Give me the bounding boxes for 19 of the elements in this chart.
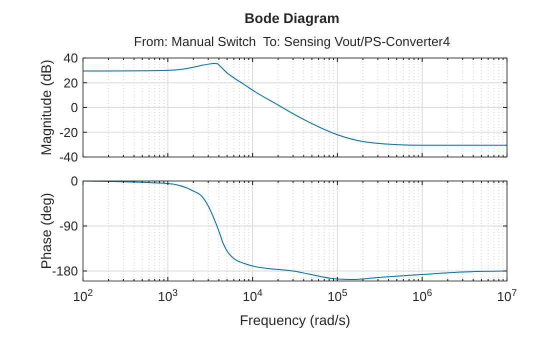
chart-subtitle: From: Manual Switch To: Sensing Vout/PS-Converter4: [134, 34, 450, 49]
y-tick-label: 20: [64, 75, 78, 90]
y-tick-label: -90: [59, 218, 78, 234]
y-axis-title: Phase (deg): [38, 192, 54, 270]
x-tick-label: 10$^{2}$: [73, 288, 93, 304]
x-tick-label: 10$^{3}$: [158, 288, 178, 304]
y-tick-label: 40: [64, 50, 78, 66]
y-tick-label: -20: [59, 124, 78, 140]
x-tick-label: 10$^{6}$: [412, 288, 432, 304]
y-tick-label: 0: [70, 174, 78, 189]
x-axis-title: Frequency (rad/s): [240, 312, 350, 328]
y-tick-label: -40: [59, 150, 78, 165]
x-tick-label: 10$^{4}$: [242, 288, 264, 304]
y-tick-label: 0: [70, 100, 78, 116]
y-tick-label: -180: [52, 264, 78, 279]
x-tick-label: 10$^{7}$: [497, 288, 517, 304]
x-tick-label: 10$^{5}$: [327, 288, 348, 304]
chart-title: Bode Diagram: [244, 10, 340, 26]
y-axis-title: Magnitude (dB): [38, 60, 54, 156]
